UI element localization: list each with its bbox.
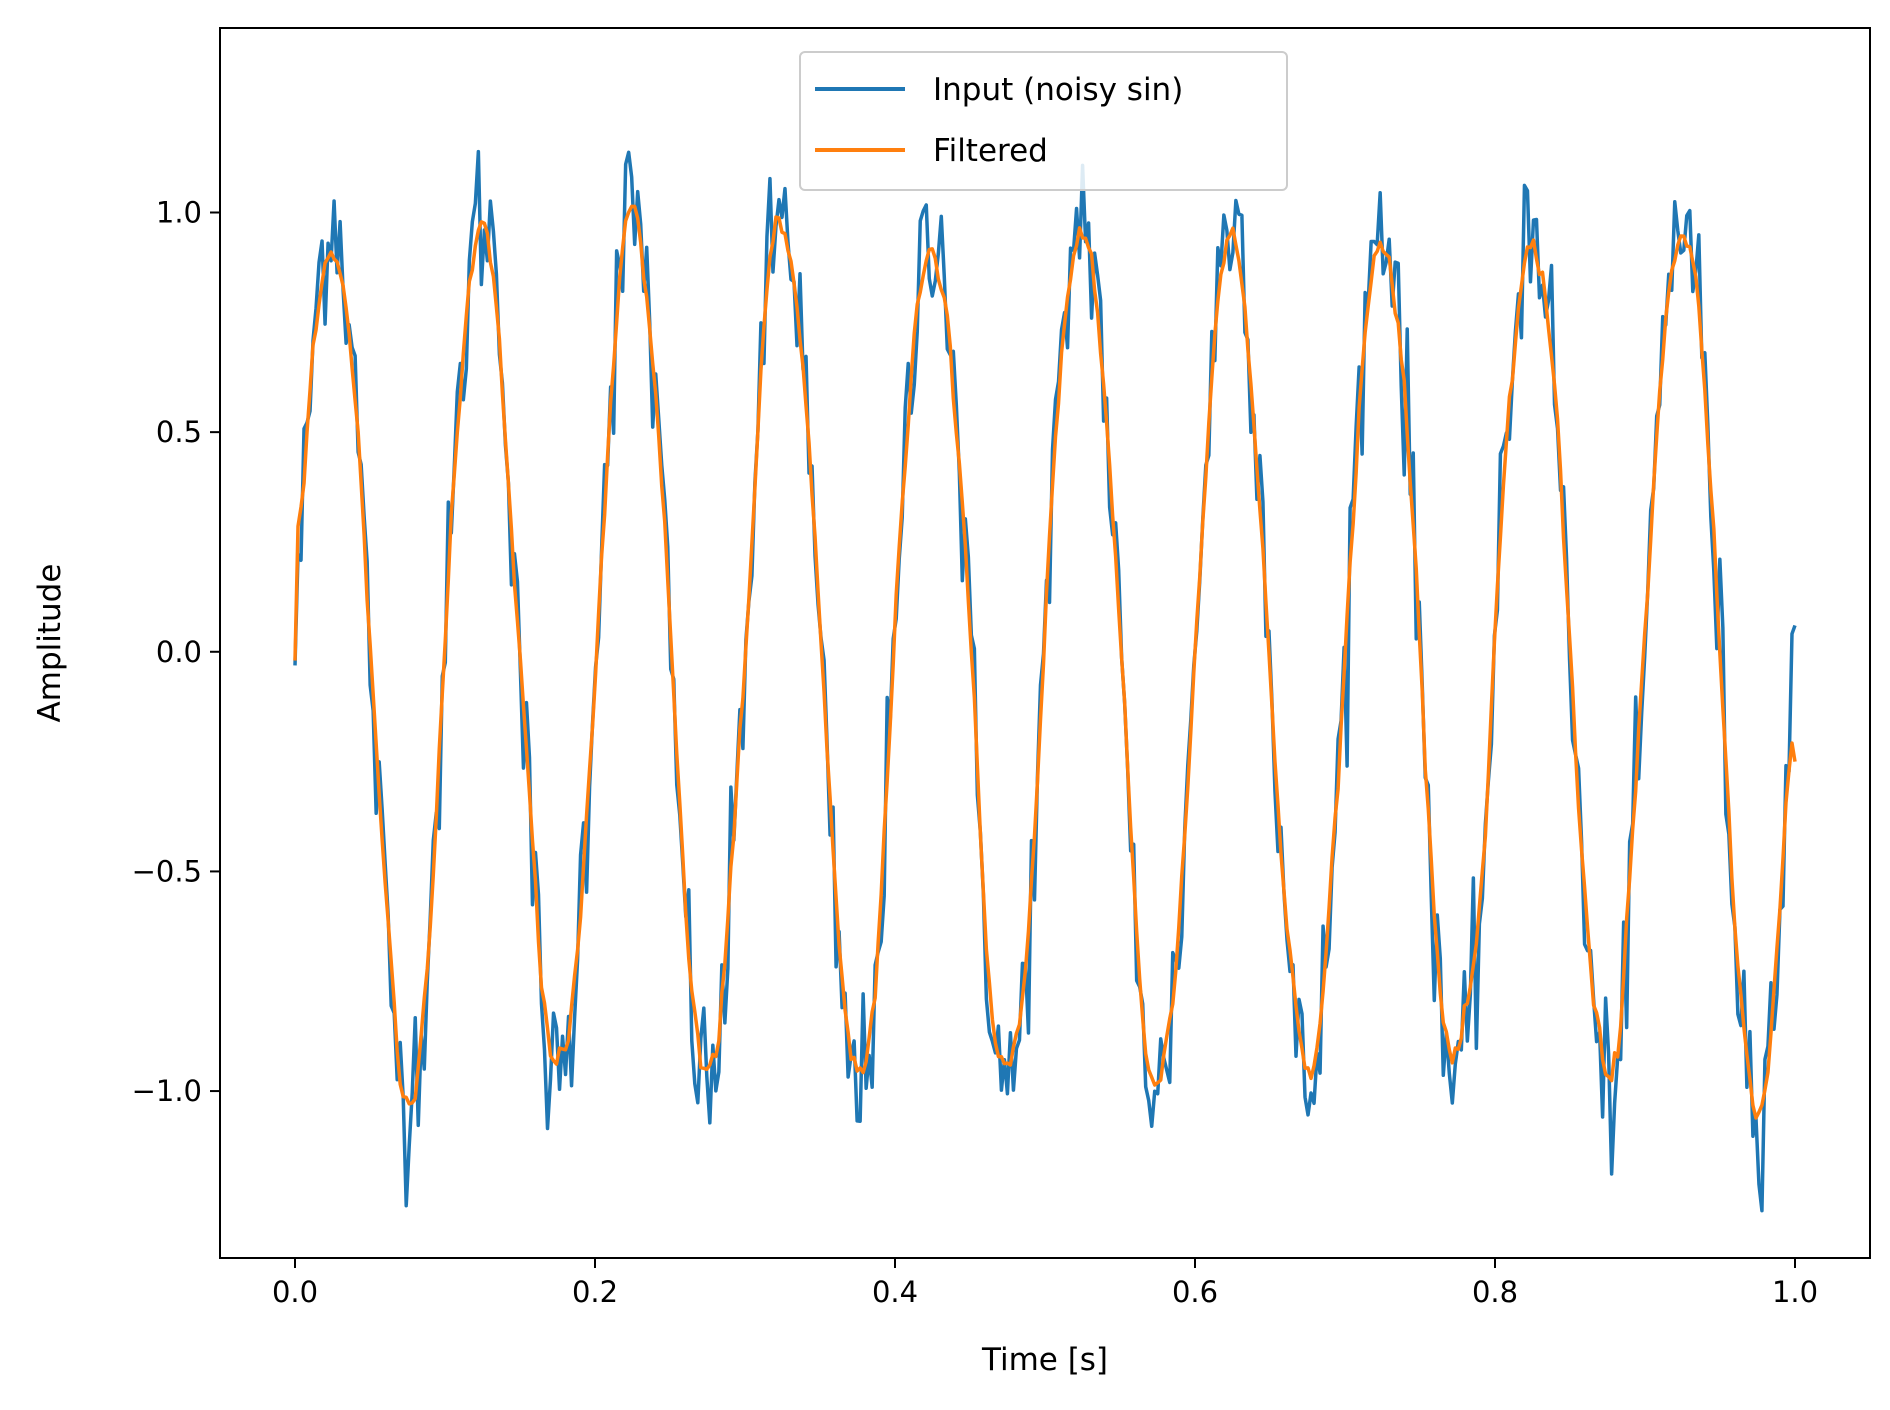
- x-tick-label: 0.6: [1172, 1275, 1218, 1309]
- legend-box: [799, 51, 1288, 191]
- y-tick-label: 0.5: [156, 415, 202, 449]
- x-axis: 0.0 0.2 0.4 0.6 0.8 1.0: [272, 1258, 1818, 1309]
- x-tick-label: 0.4: [872, 1275, 918, 1309]
- x-tick-label: 1.0: [1772, 1275, 1818, 1309]
- y-tick-label: 0.0: [156, 635, 202, 669]
- x-tick-label: 0.0: [272, 1275, 318, 1309]
- x-tick-label: 0.2: [572, 1275, 618, 1309]
- y-tick-label: −1.0: [132, 1074, 202, 1108]
- legend-label-input: Input (noisy sin): [933, 72, 1183, 108]
- x-tick-label: 0.8: [1472, 1275, 1518, 1309]
- x-axis-label: Time [s]: [981, 1342, 1108, 1378]
- y-axis: −1.0 −0.5 0.0 0.5 1.0: [132, 196, 220, 1108]
- legend: Input (noisy sin) Filtered: [799, 51, 1288, 191]
- plot-area: [293, 149, 1797, 1213]
- y-tick-label: 1.0: [156, 196, 202, 230]
- y-axis-label: Amplitude: [32, 564, 68, 723]
- series-line-filtered: [293, 204, 1797, 1120]
- plot-frame: [219, 27, 1871, 1259]
- y-tick-label: −0.5: [132, 854, 202, 888]
- legend-label-filtered: Filtered: [933, 133, 1048, 169]
